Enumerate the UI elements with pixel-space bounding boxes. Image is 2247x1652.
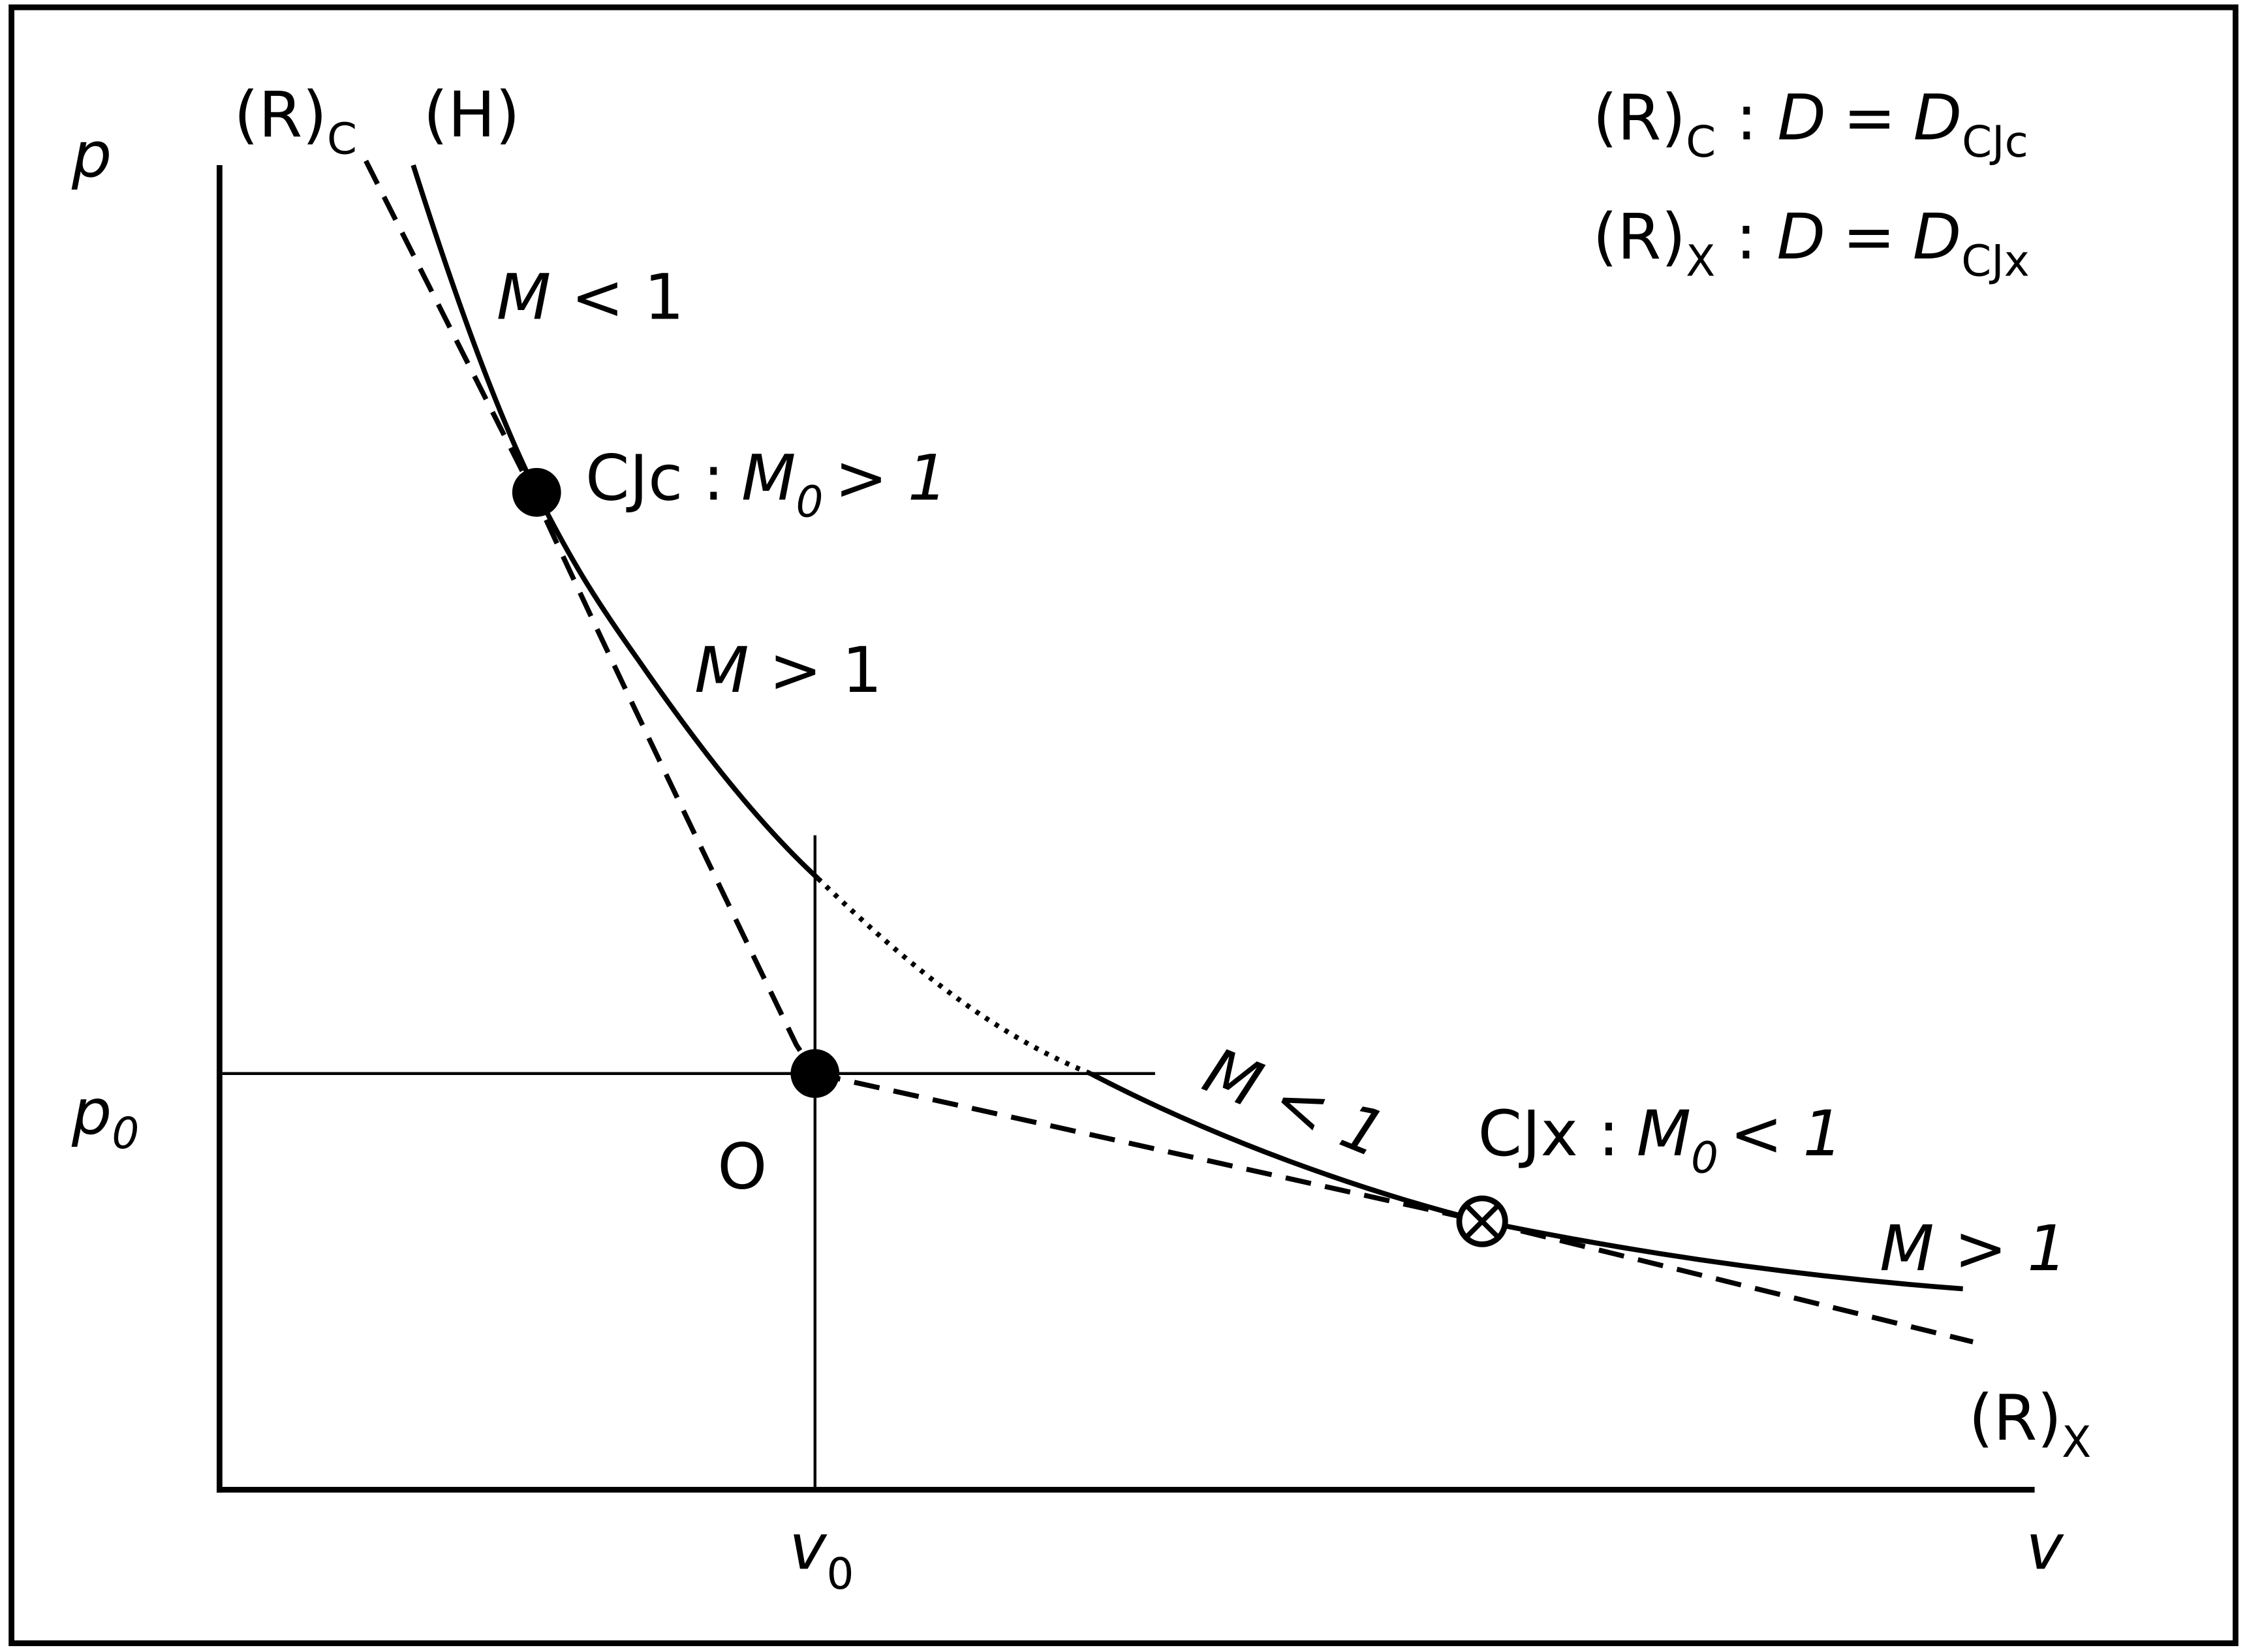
legend-rhs: D xyxy=(1913,200,1961,273)
region-label: M > 1 xyxy=(694,633,882,707)
x-axis-label: v xyxy=(2026,1510,2064,1583)
legend-sep: : xyxy=(1736,80,1758,154)
region-label: M > 1 xyxy=(1880,1211,2068,1285)
rx-label: (R)X xyxy=(1968,1380,2091,1467)
rayleigh-c xyxy=(364,159,818,1075)
region-rel: > 1 xyxy=(1954,1211,2067,1285)
legend-lhs: D xyxy=(1777,80,1825,154)
cjx-point xyxy=(1456,1195,1508,1247)
region-m: M xyxy=(694,633,749,707)
hugoniot-upper xyxy=(411,164,820,881)
legend: (R)C: D = DCJc (R)X: D = DCJx xyxy=(1592,80,2029,286)
v0-sub: 0 xyxy=(826,1549,854,1599)
cjc-point xyxy=(512,467,561,517)
legend-rhs-sub: CJx xyxy=(1961,236,2030,286)
legend-rhs: D xyxy=(1914,80,1962,154)
cjc-sub: 0 xyxy=(796,477,823,527)
legend-lhs: D xyxy=(1776,200,1825,273)
legend-eq: = xyxy=(1843,80,1896,154)
region-label: M < 1 xyxy=(497,260,685,334)
v0-main: v xyxy=(789,1510,828,1583)
cjc-name: CJc : xyxy=(585,441,724,514)
rc-main: (R) xyxy=(234,78,327,151)
rx-sub: X xyxy=(2062,1417,2091,1467)
hugoniot-dotted xyxy=(816,876,1092,1076)
region-label: M< 1 xyxy=(1194,1033,1395,1172)
frame xyxy=(8,4,2239,1646)
region-m: M xyxy=(1194,1033,1272,1122)
legend-sep: : xyxy=(1735,200,1757,273)
h-label: (H) xyxy=(424,78,520,151)
region-m: M xyxy=(497,260,551,334)
cjc-label: CJc : M0 > 1 xyxy=(585,441,948,527)
cjc-rel: > 1 xyxy=(835,441,948,514)
v0-label: v0 xyxy=(789,1510,854,1599)
cjc-m: M xyxy=(741,441,796,514)
origin-label: O xyxy=(717,1130,767,1204)
y-axis-label: p xyxy=(71,118,112,192)
legend-rhs-sub: CJc xyxy=(1962,117,2028,167)
legend-curve-sub: X xyxy=(1686,236,1715,286)
cjx-m: M xyxy=(1637,1097,1691,1170)
region-m: M xyxy=(1880,1211,1934,1285)
region-rel: > 1 xyxy=(769,633,882,707)
region-rel: < 1 xyxy=(1263,1061,1395,1172)
rc-label: (R)C xyxy=(234,78,357,164)
rc-sub: C xyxy=(327,114,357,164)
cjx-sub: 0 xyxy=(1691,1132,1718,1183)
rx-main: (R) xyxy=(1968,1380,2062,1454)
cjx-name: CJx : xyxy=(1478,1097,1620,1170)
legend-line: (R)C: D = DCJc xyxy=(1592,80,2028,166)
origin-point xyxy=(790,1049,840,1099)
legend-line: (R)X: D = DCJx xyxy=(1592,200,2029,286)
p0-main: p xyxy=(71,1075,112,1149)
p0-sub: 0 xyxy=(112,1108,139,1159)
cjx-cross xyxy=(1464,1204,1500,1239)
legend-curve: (R) xyxy=(1592,200,1686,273)
region-rel: < 1 xyxy=(571,260,684,334)
p0-label: p0 xyxy=(71,1075,139,1159)
legend-curve: (R) xyxy=(1592,80,1686,154)
cjx-rel: < 1 xyxy=(1730,1097,1843,1170)
legend-eq: = xyxy=(1842,200,1895,273)
cjx-label: CJx : M0 < 1 xyxy=(1478,1097,1843,1183)
legend-curve-sub: C xyxy=(1686,117,1716,167)
